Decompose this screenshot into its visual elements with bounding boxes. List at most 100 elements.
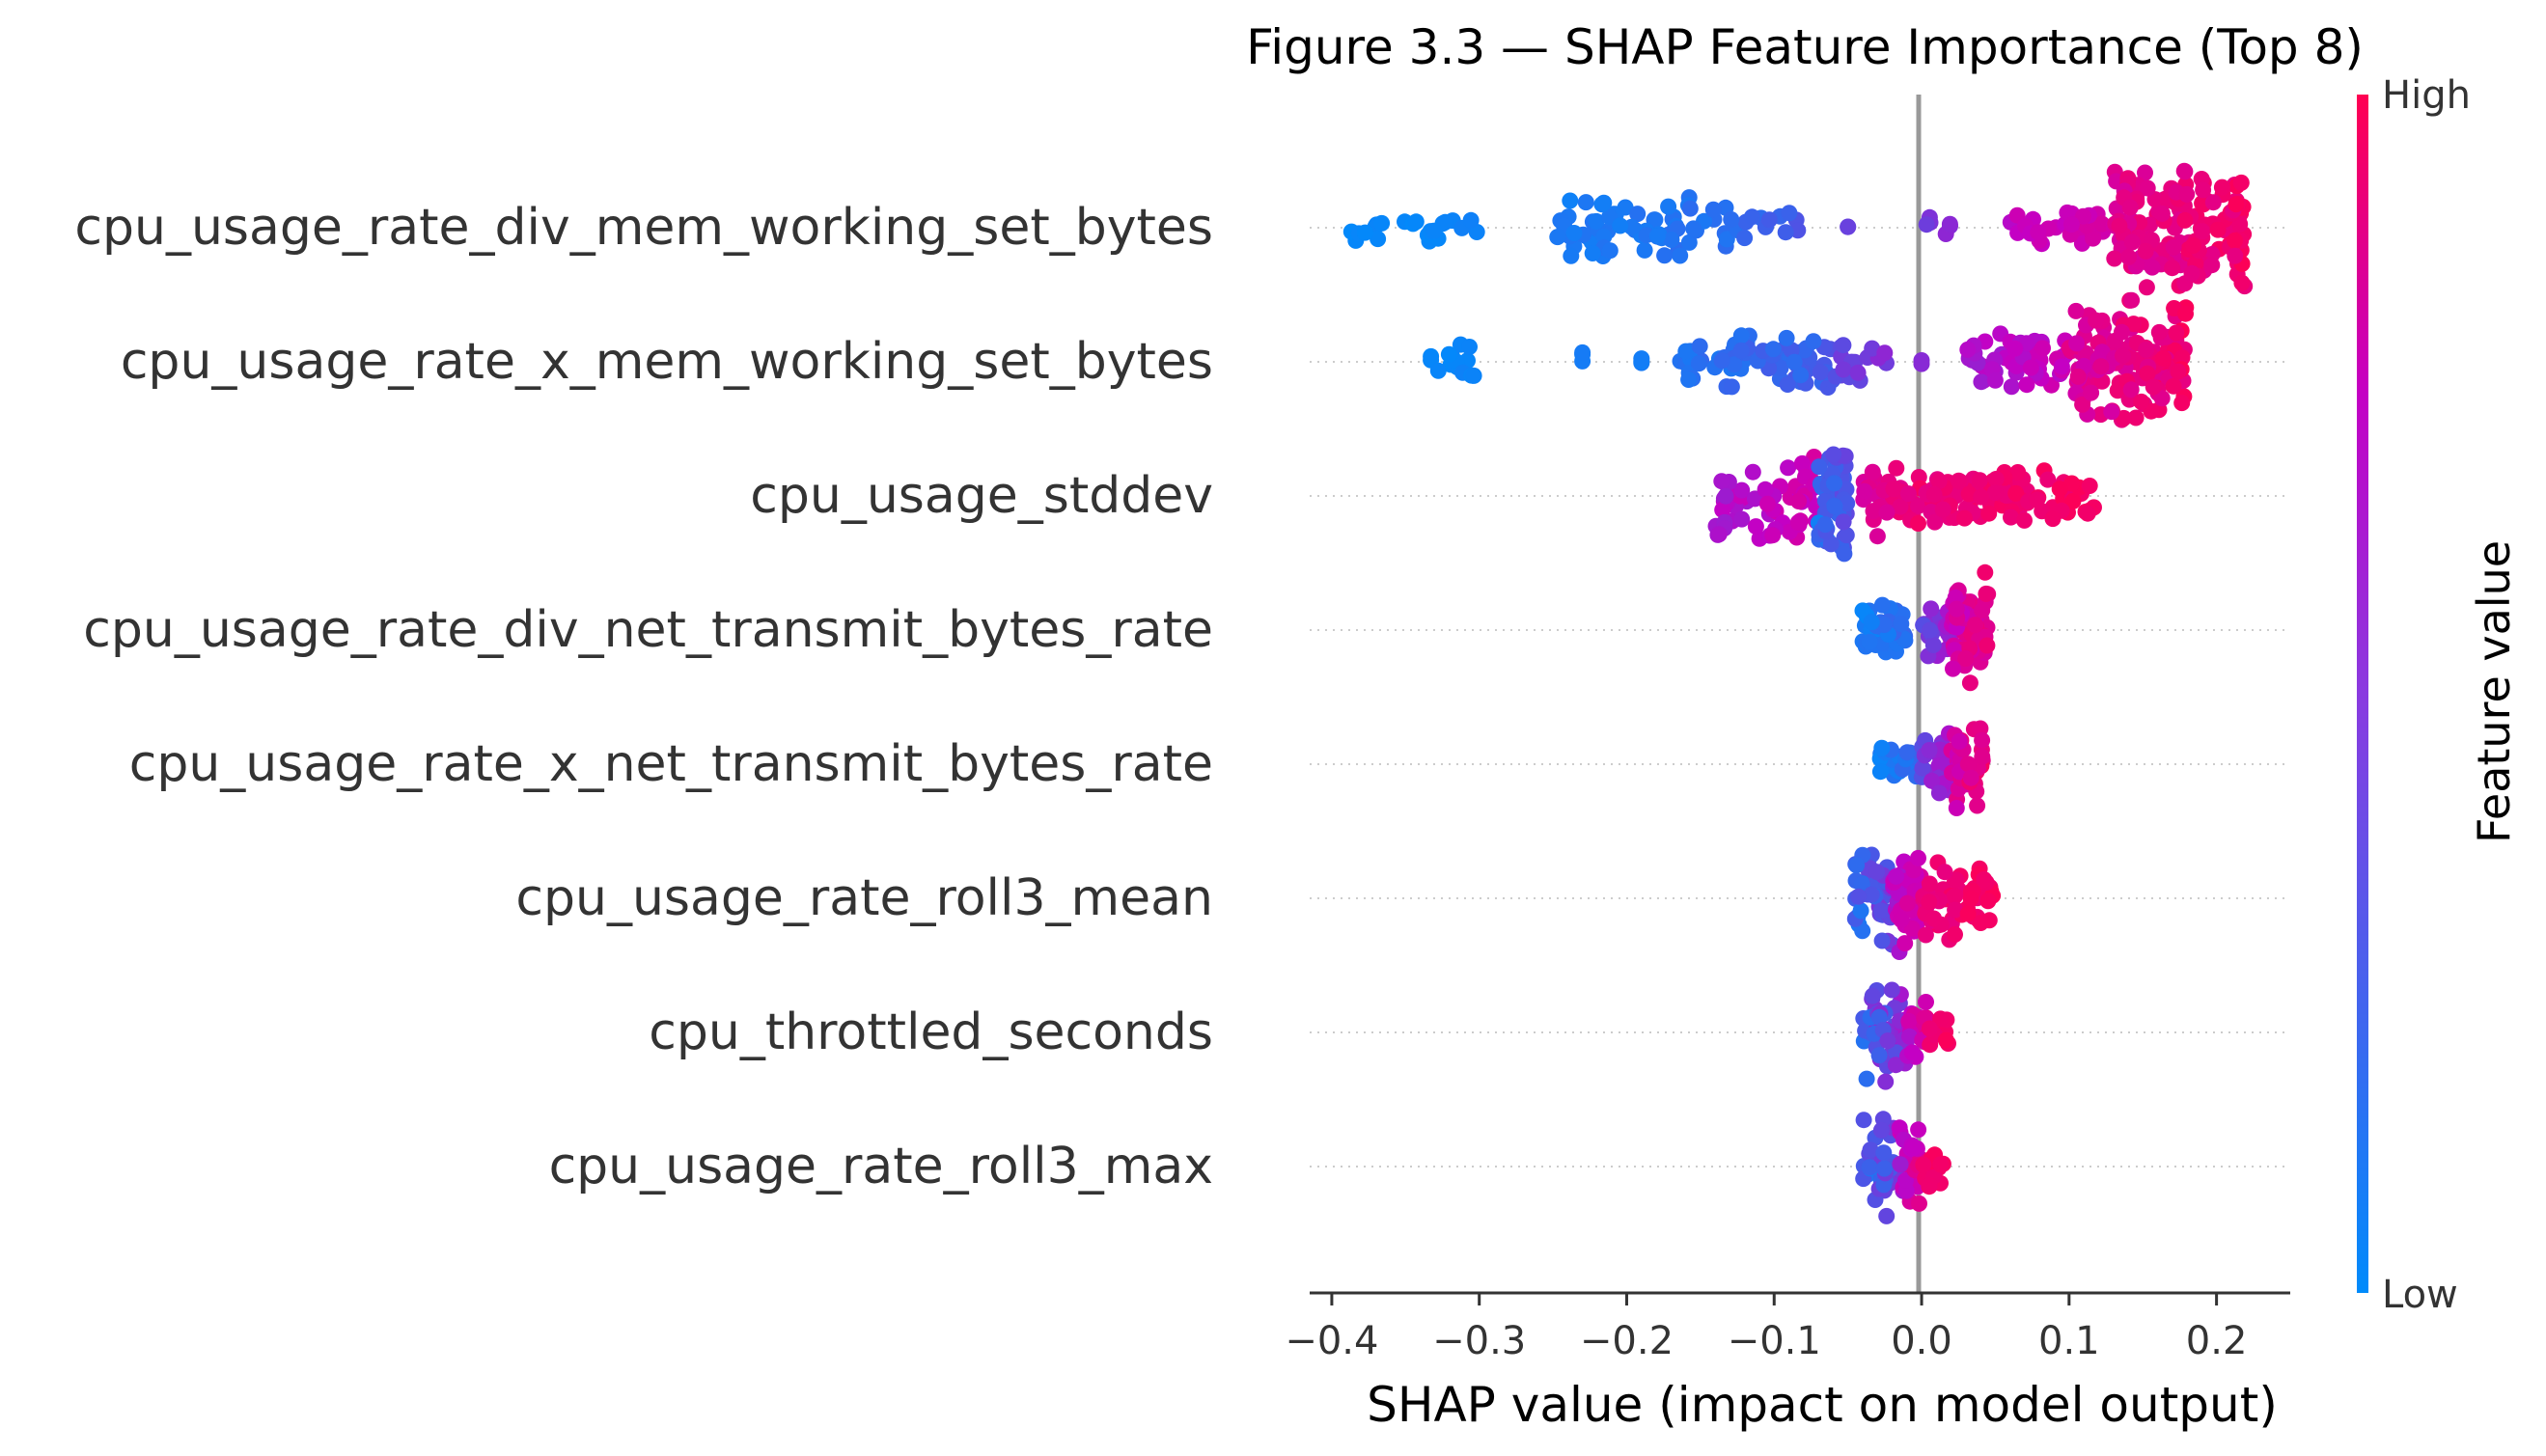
shap-point <box>2165 377 2182 395</box>
shap-point <box>1835 513 1852 531</box>
shap-point <box>1816 516 1834 534</box>
shap-point <box>2213 179 2230 196</box>
shap-point <box>2103 403 2120 421</box>
shap-point <box>1838 527 1855 544</box>
feature-label: cpu_usage_rate_x_mem_working_set_bytes <box>121 333 1213 391</box>
shap-point <box>1636 241 1653 259</box>
shap-point <box>1948 600 1965 618</box>
shap-point <box>1945 660 1961 677</box>
shap-point <box>1736 230 1754 247</box>
shap-point <box>1914 759 1931 777</box>
shap-point <box>1677 343 1695 360</box>
shap-point <box>1723 378 1740 396</box>
shap-point <box>1932 1156 1950 1173</box>
shap-point <box>1685 220 1702 237</box>
shap-point <box>1778 329 1795 346</box>
shap-point <box>1849 364 1867 381</box>
shap-point <box>2068 335 2086 352</box>
shap-point <box>1892 498 1909 515</box>
shap-point <box>2145 378 2162 396</box>
shap-point <box>2121 199 2139 216</box>
feature-label: cpu_usage_rate_div_mem_working_set_bytes <box>74 199 1213 257</box>
shap-point <box>1856 482 1873 500</box>
shap-point <box>1864 463 1881 481</box>
shap-point <box>1956 509 1973 527</box>
shap-point <box>1893 616 1910 633</box>
shap-point <box>2123 291 2141 309</box>
shap-point <box>1870 1047 1888 1064</box>
shap-point <box>2127 409 2145 426</box>
shap-point <box>1922 621 1939 639</box>
shap-point <box>1663 232 1680 248</box>
shap-point <box>1887 1057 1904 1074</box>
shap-point <box>2144 259 2161 276</box>
shap-point <box>1918 994 1934 1010</box>
shap-point <box>1805 333 1822 350</box>
shap-point <box>1899 485 1917 503</box>
shap-point <box>1893 911 1910 928</box>
shap-point <box>2003 378 2020 396</box>
shap-point <box>1962 769 1979 786</box>
shap-point <box>1549 229 1566 246</box>
shap-point <box>2069 368 2087 385</box>
shap-point <box>1973 373 1990 391</box>
shap-point <box>1910 1121 1927 1139</box>
shap-point <box>2003 508 2019 526</box>
shap-point <box>1593 196 1611 213</box>
shap-point <box>1924 637 1942 653</box>
shap-point <box>1373 214 1391 232</box>
shap-point <box>1723 211 1740 228</box>
shap-point <box>1732 327 1750 344</box>
shap-point <box>1772 359 1789 376</box>
shap-point <box>1732 342 1750 359</box>
shap-point <box>2018 376 2035 394</box>
shap-point <box>1764 527 1782 544</box>
shap-point <box>1868 864 1886 881</box>
shap-point <box>1812 364 1829 381</box>
shap-point <box>1923 772 1941 789</box>
shap-point <box>1926 513 1944 531</box>
shap-point <box>1904 1140 1922 1157</box>
shap-point <box>2083 384 2100 401</box>
shap-point <box>1777 224 1794 241</box>
shap-point <box>1562 192 1579 209</box>
shap-point <box>1793 454 1811 472</box>
colorbar-low-label: Low <box>2382 1273 2458 1317</box>
shap-point <box>1425 222 1443 239</box>
shap-point <box>1896 935 1914 952</box>
shap-point <box>1861 1159 1878 1176</box>
x-tick-label: 0.2 <box>2186 1319 2248 1363</box>
shap-point <box>1461 339 1478 355</box>
shap-point <box>1976 871 1993 888</box>
shap-point <box>2165 238 2182 256</box>
feature-label: cpu_usage_stddev <box>750 467 1213 525</box>
shap-point <box>1825 446 1842 463</box>
shap-point <box>1910 515 1926 532</box>
shap-point <box>1862 1141 1879 1159</box>
shap-point <box>2053 358 2070 375</box>
shap-point <box>1747 518 1764 536</box>
shap-point <box>2164 260 2181 277</box>
shap-point <box>1873 932 1891 949</box>
shap-point <box>1836 545 1853 563</box>
shap-point <box>1873 739 1891 756</box>
shap-point <box>1903 920 1921 937</box>
shap-point <box>1863 614 1880 631</box>
shap-point <box>1872 902 1890 920</box>
shap-point <box>2034 340 2051 357</box>
feature-label: cpu_throttled_seconds <box>649 1003 1213 1061</box>
shap-point <box>2074 396 2091 413</box>
shap-point <box>1879 1032 1896 1050</box>
x-axis-label: SHAP value (impact on model output) <box>1367 1377 2278 1433</box>
shap-point <box>1733 481 1751 499</box>
shap-point <box>1986 371 2004 389</box>
shap-point <box>1854 602 1871 619</box>
shap-point <box>2228 196 2245 213</box>
shap-point <box>1918 216 1935 234</box>
shap-point <box>1440 345 1457 363</box>
shap-point <box>1743 208 1760 226</box>
shap-point <box>2122 381 2140 398</box>
shap-point <box>2009 464 2027 481</box>
shap-point <box>1789 222 1807 239</box>
